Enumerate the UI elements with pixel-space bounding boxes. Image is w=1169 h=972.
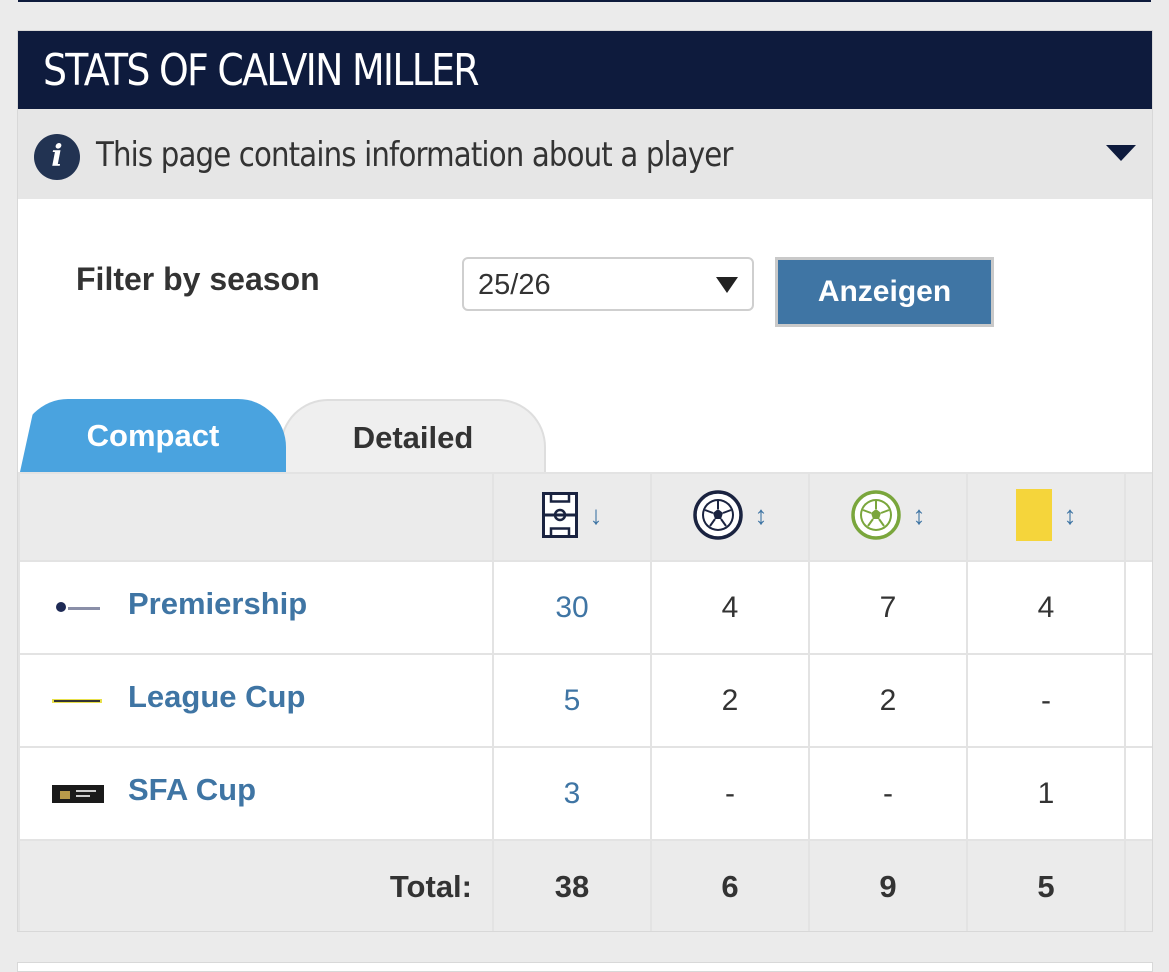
sort-both-icon[interactable]: ↕ [1063,499,1077,530]
stats-table: ↓ ↕ [18,472,1152,931]
info-bar[interactable]: i This page contains information about a… [18,109,1152,199]
header-appearances[interactable]: ↓ [492,472,652,562]
page-title: STATS OF CALVIN MILLER [43,45,480,96]
assists-cell: 7 [808,560,968,655]
season-select[interactable]: 25/26 [462,257,754,311]
sort-both-icon[interactable]: ↕ [754,499,768,530]
appearances-cell[interactable]: 5 [492,653,652,748]
appearances-cell[interactable]: 30 [492,560,652,655]
next-panel [17,962,1153,972]
sort-both-icon[interactable]: ↕ [912,499,926,530]
total-assists: 9 [808,839,968,931]
assists-cell: 2 [808,653,968,748]
assists-cell: - [808,746,968,841]
premiership-logo [56,602,100,612]
total-label: Total: [18,839,494,931]
competition-link[interactable]: Premiership [128,586,308,621]
tab-detailed[interactable]: Detailed [280,399,546,472]
info-icon: i [34,134,80,180]
table-row: SFA Cup 3 - - 1 [18,746,1152,841]
total-row: Total: 38 6 9 5 [18,839,1152,931]
extra-cell [1124,839,1152,931]
sfa-cup-logo [52,785,104,803]
extra-cell [1124,560,1152,655]
player-stats-panel: STATS OF CALVIN MILLER i This page conta… [17,30,1153,932]
competition-link[interactable]: League Cup [128,679,306,714]
yellow-card-icon [1015,488,1052,541]
header-goals[interactable]: ↕ [650,472,810,562]
header-competition [18,472,494,562]
table-row: League Cup 5 2 2 - [18,653,1152,748]
table-header-row: ↓ ↕ [18,472,1152,562]
sort-arrow-icon[interactable]: ↓ [589,499,603,530]
pitch-appearances-icon [541,491,578,538]
header-yellow-cards[interactable]: ↕ [966,472,1126,562]
season-select-value: 25/26 [478,269,551,301]
extra-cell [1124,653,1152,748]
filter-label: Filter by season [76,261,320,297]
yellow-cards-cell: - [966,653,1126,748]
goals-cell: 2 [650,653,810,748]
top-divider [18,0,1151,2]
total-yellow-cards: 5 [966,839,1126,931]
table-row: Premiership 30 4 7 4 [18,560,1152,655]
competition-link[interactable]: SFA Cup [128,772,257,807]
yellow-cards-cell: 1 [966,746,1126,841]
league-cup-logo [52,699,102,703]
yellow-cards-cell: 4 [966,560,1126,655]
ball-assists-icon [850,489,901,540]
competition-cell: League Cup [18,653,494,748]
view-tabs: Detailed Compact [18,399,1152,472]
chevron-down-icon[interactable] [1106,145,1136,161]
header-extra [1124,472,1152,562]
goals-cell: 4 [650,560,810,655]
tab-compact[interactable]: Compact [20,399,286,472]
total-appearances: 38 [492,839,652,931]
header-assists[interactable]: ↕ [808,472,968,562]
appearances-cell[interactable]: 3 [492,746,652,841]
show-button[interactable]: Anzeigen [775,257,994,327]
competition-cell: Premiership [18,560,494,655]
competition-cell: SFA Cup [18,746,494,841]
extra-cell [1124,746,1152,841]
info-text: This page contains information about a p… [96,135,733,175]
caret-down-icon [716,277,738,293]
total-goals: 6 [650,839,810,931]
ball-goals-icon [692,489,743,540]
panel-header: STATS OF CALVIN MILLER [18,31,1152,109]
goals-cell: - [650,746,810,841]
